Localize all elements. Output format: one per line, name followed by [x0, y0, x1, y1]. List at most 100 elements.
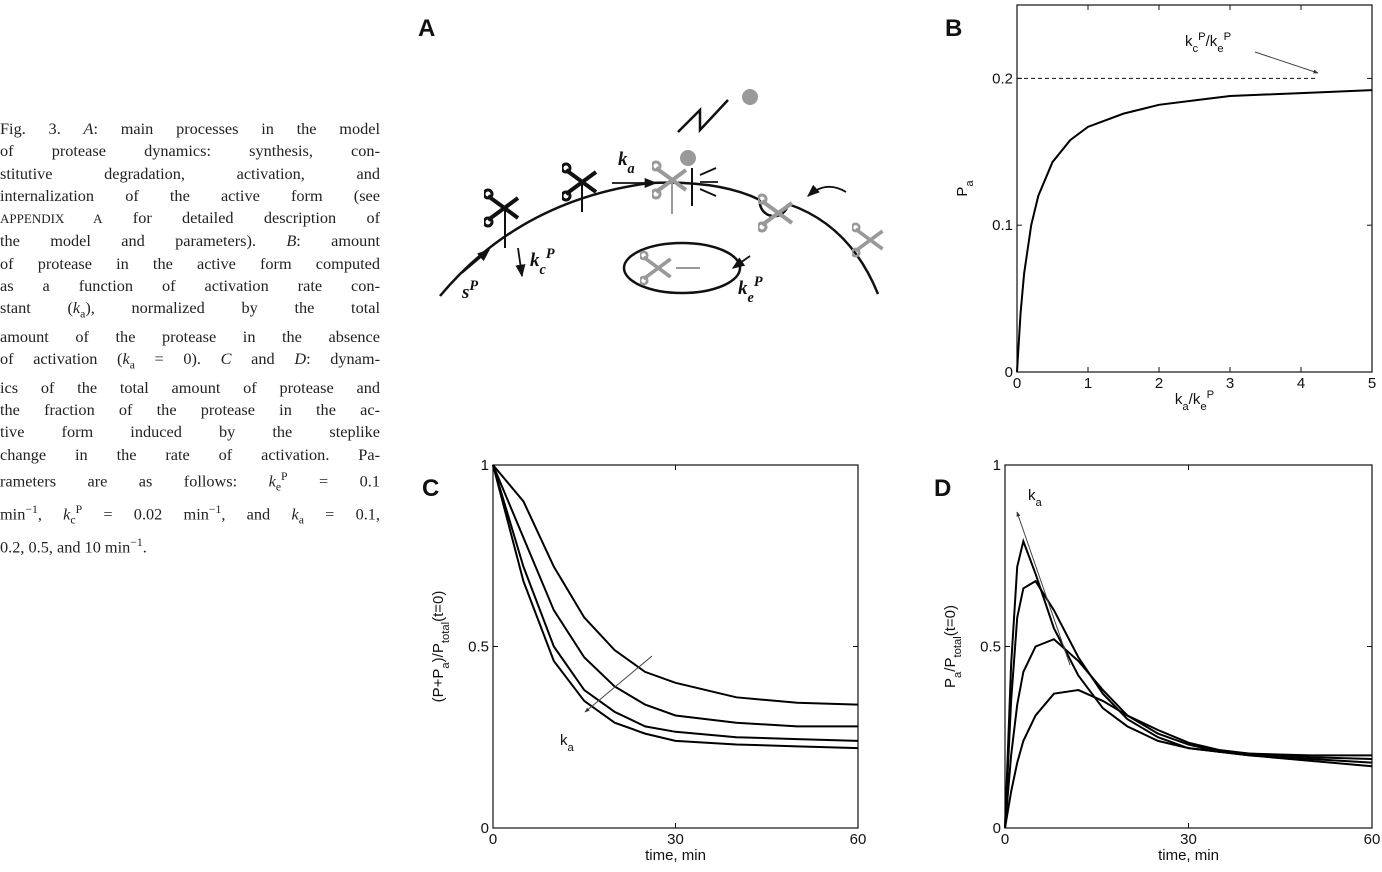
y-axis-label-part: P: [954, 187, 971, 197]
y-tick-label: 0.1: [992, 217, 1013, 234]
data-line: [492, 464, 859, 742]
caption-line: rameters are as follows: keP = 0.1: [0, 466, 380, 499]
caption-text: C: [220, 349, 232, 369]
caption-line: amount of the protease in the absence: [0, 326, 380, 348]
annotation-arrow: [584, 655, 653, 713]
data-line: [1004, 579, 1373, 829]
caption-text: = 0.1,: [303, 504, 381, 524]
synthesis-arrow: [461, 249, 490, 274]
caption-text: min: [0, 504, 26, 524]
caption-text: k: [63, 504, 71, 524]
x-tick-label: 30: [1180, 831, 1197, 848]
x-tick-label: 5: [1368, 375, 1376, 392]
caption-text: stitutive degradation, activation, and: [0, 163, 380, 183]
caption-text: : dynam-: [306, 349, 380, 369]
plot-frame: [1004, 464, 1373, 829]
annotation-label: kcP/keP: [1185, 31, 1231, 55]
caption-text: and: [231, 349, 295, 369]
caption-text: : amount: [296, 231, 380, 251]
caption-text: e: [275, 480, 282, 494]
caption-text: amount of the protease in the absence: [0, 326, 380, 346]
caption-line: the model and parameters). B: amount: [0, 230, 380, 252]
caption-text: P: [281, 469, 288, 483]
caption-line: 0.2, 0.5, and 10 min−1.: [0, 532, 380, 559]
internalization-arrow: [731, 255, 751, 269]
panel-letter: B: [945, 15, 962, 42]
caption-text: the model and parameters).: [0, 231, 287, 251]
caption-text: ,: [37, 504, 64, 524]
degradation-arrow: [515, 247, 526, 278]
caption-text: .: [142, 537, 147, 557]
x-axis-label: time, min: [1158, 847, 1219, 864]
caption-text: A: [83, 119, 94, 138]
panel-letter: C: [422, 475, 439, 502]
y-tick-label: 0.2: [992, 70, 1013, 87]
annotation-label-part: k: [1028, 487, 1036, 504]
annotation-arrow: [1016, 511, 1071, 666]
caption-text: = 0.1: [287, 471, 380, 491]
caption-text: k: [122, 349, 130, 369]
cleaved-fragment: [677, 99, 729, 134]
annotation-label-part: e: [1217, 43, 1223, 55]
protease-active: [652, 160, 688, 200]
x-tick-label: 30: [667, 831, 684, 848]
data-line: [492, 464, 858, 728]
y-axis-label-part: total: [952, 636, 964, 657]
caption-text: APPENDIX A: [0, 211, 103, 227]
caption-line: tive form induced by the steplike: [0, 421, 380, 443]
annotation-label-part: P: [1198, 31, 1206, 43]
y-axis-label-part: P: [942, 678, 959, 688]
caption-text: ), normalized by the total: [85, 298, 380, 318]
caption-text: Fig. 3.: [0, 119, 84, 138]
protease-internalized: [640, 250, 673, 286]
caption-text: , and: [221, 504, 292, 524]
caption-line: of protease dynamics: synthesis, con-: [0, 140, 380, 162]
caption-text: ics of the total amount of protease and: [0, 377, 380, 397]
diagram-label-part: P: [754, 274, 763, 290]
caption-text: tive form induced by the steplike: [0, 422, 380, 442]
protease-inactive: [484, 188, 520, 228]
caption-text: c: [70, 513, 76, 527]
annotation-label-part: a: [568, 742, 575, 754]
x-tick-label: 0: [1013, 375, 1021, 392]
protease-active: [758, 193, 794, 233]
caption-text: as a function of activation rate con-: [0, 276, 380, 296]
caption-text: a: [80, 307, 86, 321]
annotation-label-part: P: [1224, 31, 1232, 43]
panel-letter: A: [418, 15, 435, 42]
diagram-label: kcP: [530, 246, 555, 278]
y-axis-label-part: (t=0): [942, 605, 959, 636]
caption-line: as a function of activation rate con-: [0, 275, 380, 297]
caption-text: of protease in the active form computed: [0, 253, 380, 273]
diagram-label-part: k: [530, 250, 540, 271]
capture-arrow: [807, 184, 847, 197]
y-tick-label: 0.5: [980, 639, 1001, 656]
fragment-head: [680, 150, 696, 166]
x-axis-label-part: P: [1207, 389, 1215, 401]
annotation-label-part: /k: [1206, 33, 1218, 50]
diagram-label-part: e: [748, 290, 755, 306]
caption-text: P: [75, 502, 83, 516]
caption-text: a: [298, 513, 304, 527]
data-line: [1016, 89, 1373, 373]
y-tick-label: 0: [993, 820, 1001, 837]
membrane: [439, 181, 761, 297]
y-tick-label: 0: [481, 820, 489, 837]
caption-line: of protease in the active form computed: [0, 253, 380, 275]
caption-line: change in the rate of activation. Pa-: [0, 444, 380, 466]
diagram-label-part: c: [540, 262, 547, 278]
caption-text: B: [286, 231, 297, 251]
caption-text: −1: [130, 535, 143, 549]
y-axis-label-part: a: [440, 662, 452, 669]
y-axis-label: Pa/Ptotal(t=0): [942, 605, 964, 688]
cleavage-mark: [699, 167, 718, 197]
annotation-label-part: k: [1185, 33, 1193, 50]
caption-text: k: [72, 298, 81, 318]
annotation-arrow: [1254, 51, 1319, 74]
annotation-label: ka: [560, 732, 575, 754]
y-tick-label: 0.5: [468, 639, 489, 656]
caption-line: stitutive degradation, activation, and: [0, 163, 380, 185]
